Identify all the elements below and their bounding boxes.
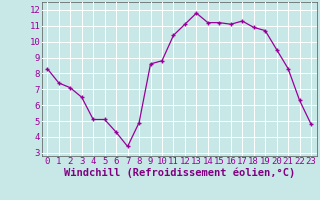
X-axis label: Windchill (Refroidissement éolien,°C): Windchill (Refroidissement éolien,°C) (64, 168, 295, 178)
